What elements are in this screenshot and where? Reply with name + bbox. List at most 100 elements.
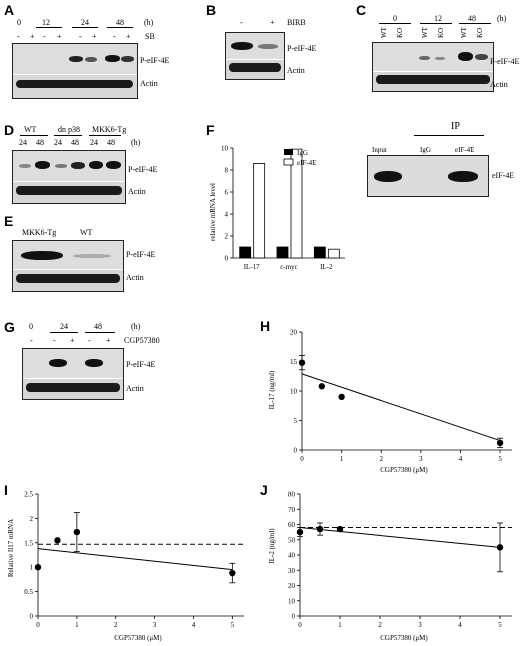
treatment-label: BIRB [287,18,306,27]
y-tick-label: 60 [288,521,296,529]
x-tick-label: 1 [340,455,344,463]
row-label: P-eIF-4E [126,360,156,369]
group-line [414,135,484,136]
y-tick-label: 20 [288,582,296,590]
y-tick-label: 4 [225,211,229,219]
group-line [50,332,78,333]
row-label: P-eIF-4E [128,165,158,174]
data-point [496,544,504,551]
legend-swatch-igg [284,149,293,155]
x-tick-label: 4 [459,455,463,463]
y-tick-label: 80 [288,491,296,499]
genotype: WT [421,27,429,38]
x-axis-label: CGP57380 (μM) [114,634,162,642]
panel-label-g: G [4,319,15,335]
genotype: KO [396,27,404,38]
y-axis-label: IL-2 (ng/ml) [268,528,276,564]
bar-eif4e [327,248,340,259]
x-tick-label: 3 [418,621,422,629]
panel-label-c: C [356,2,367,18]
time-unit: (h) [144,18,154,27]
data-point [296,528,304,536]
sign: + [92,32,97,41]
sign: - [43,32,46,41]
genotype: KO [437,27,445,38]
x-tick-label: 2 [378,621,382,629]
time: 48 [71,138,79,147]
sign: - [30,336,33,345]
legend-swatch-eif4e [283,158,294,166]
y-tick-label: 10 [290,388,298,396]
data-point [336,525,344,533]
time: 24 [90,138,98,147]
genotype: KO [476,27,484,38]
y-tick-label: 10 [288,597,296,605]
western-blot-ip [367,155,489,197]
y-tick-label: 5 [294,417,298,425]
x-tick-label: 5 [498,455,502,463]
time-24: 24 [81,18,89,27]
group-line [379,23,411,24]
group-line [107,27,133,28]
time-unit: (h) [131,138,141,147]
y-axis-label: Relative Il17 mRNA [7,519,15,577]
western-blot-d [12,150,126,204]
sign: - [113,32,116,41]
data-point [54,537,61,544]
y-tick-label: 0 [225,255,229,263]
x-tick-label: 1 [338,621,342,629]
time-0: 0 [29,322,33,331]
panel-label-j: J [260,482,268,498]
y-tick-label: 50 [288,536,296,544]
time: 24 [54,138,62,147]
x-tick-label: 2 [114,621,118,629]
sign: + [106,336,111,345]
data-point [73,528,81,536]
lane-label: IgG [420,146,431,154]
x-tick-label: IL-17 [244,263,260,271]
sign: - [88,336,91,345]
y-tick-label: 30 [288,567,296,575]
time-48: 48 [468,14,476,23]
time: 24 [19,138,27,147]
data-point [34,564,42,571]
row-label: P-eIF-4E [126,250,156,259]
sign: - [79,32,82,41]
y-tick-label: 0 [30,613,34,621]
y-tick-label: 15 [290,358,298,366]
y-axis-label: relative mRNA level [209,183,217,241]
y-tick-label: 8 [225,167,229,175]
fit-line [299,527,501,548]
sign: + [57,32,62,41]
genotype: WT [460,27,468,38]
x-tick-label: 0 [300,455,304,463]
group-line [89,135,121,136]
data-point [496,439,504,447]
y-tick-label: 2 [30,515,34,523]
y-tick-label: 0.5 [24,588,33,596]
group-label: MKK6-Tg [22,228,57,237]
fit-line [301,373,501,442]
group-label: MKK6-Tg [92,125,127,134]
y-tick-label: 0 [294,447,298,455]
sign: - [53,336,56,345]
sign: + [70,336,75,345]
chart-i: Relative Il17 mRNA CGP57380 (μM) 0 0.5 1 1.… [7,491,244,642]
western-blot-c [372,42,494,92]
group-line [36,27,62,28]
data-point [338,393,345,401]
x-tick-label: 2 [379,455,383,463]
y-tick-label: 10 [221,145,229,153]
bar-igg [276,246,289,259]
sign: - [17,32,20,41]
x-axis-label: CGP57380 (μM) [380,466,428,474]
group-label: dn p38 [58,125,80,134]
x-tick-label: 1 [75,621,79,629]
x-tick-label: 0 [298,621,302,629]
x-axis-label: CGP57380 (μM) [380,634,428,642]
group-line [85,332,115,333]
lane-label: eIF-4E [455,146,475,154]
chart-j: IL-2 (ng/ml) CGP57380 (μM) 0102030405060… [268,491,512,642]
x-tick-label: 5 [231,621,235,629]
time: 48 [36,138,44,147]
